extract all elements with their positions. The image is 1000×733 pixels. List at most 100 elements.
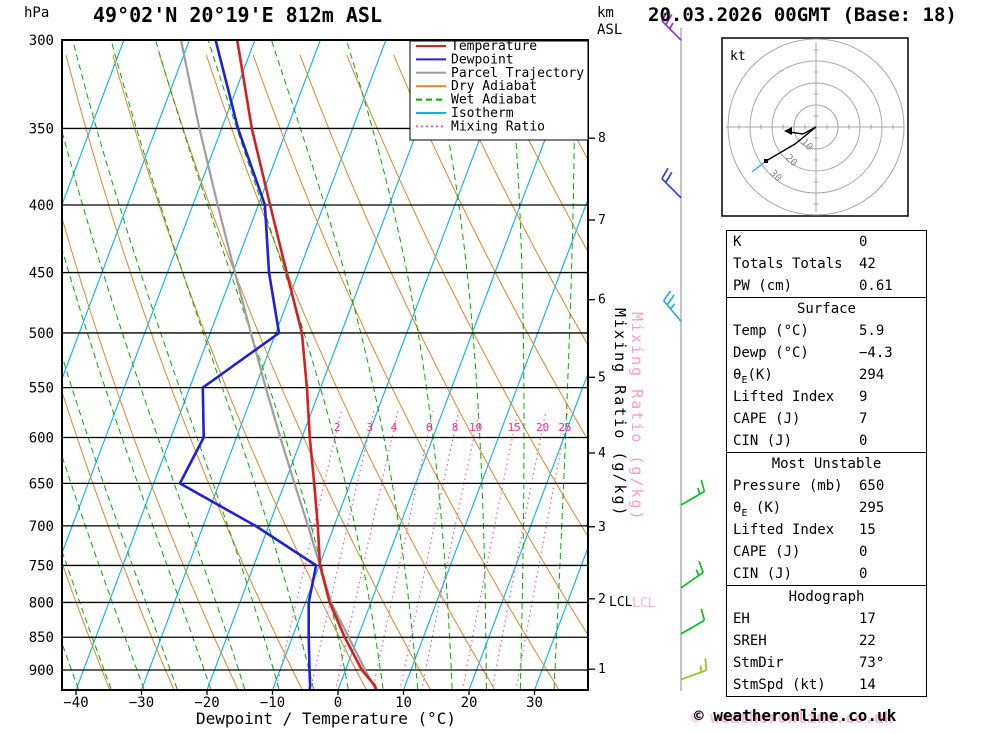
wind-barb bbox=[662, 290, 682, 322]
stat-value: 5.9 bbox=[859, 323, 885, 339]
stat-value: 294 bbox=[859, 367, 885, 383]
wind-barb bbox=[680, 479, 706, 506]
legend-label: Temperature bbox=[451, 39, 537, 54]
legend-label: Wet Adiabat bbox=[451, 93, 537, 108]
mixing-ratio-axis-label-watermark: Mixing Ratio (g/kg) bbox=[628, 312, 646, 522]
pressure-tick-label: 600 bbox=[29, 430, 54, 446]
svg-text:15: 15 bbox=[508, 421, 521, 434]
stat-value: 17 bbox=[859, 611, 876, 627]
svg-text:2: 2 bbox=[334, 421, 341, 434]
stat-row: Pressure (mb) 650 bbox=[727, 475, 926, 497]
copyright-text: © weatheronline.co.uk bbox=[694, 706, 897, 725]
stat-value: −4.3 bbox=[859, 345, 893, 361]
altitude-tick-label: 5 bbox=[598, 370, 606, 385]
mixing-ratio-axis-label: Mixing Ratio (g/kg) bbox=[611, 308, 629, 518]
wind-barb bbox=[680, 560, 704, 589]
pressure-tick-label: 550 bbox=[29, 381, 54, 397]
hodograph-trace-upper bbox=[751, 160, 767, 173]
storm-motion-arrow bbox=[784, 127, 792, 135]
temperature-tick-label: 30 bbox=[526, 695, 543, 711]
stat-label: Pressure (mb) bbox=[733, 478, 843, 494]
stat-row: θE (K) 295 bbox=[727, 497, 926, 519]
svg-text:10: 10 bbox=[469, 421, 482, 434]
stat-value: 0.61 bbox=[859, 278, 893, 294]
most-unstable-table: Most Unstable Pressure (mb) 650 θE (K) 295 Li… bbox=[726, 452, 927, 586]
wind-barb bbox=[661, 10, 682, 41]
svg-text:4: 4 bbox=[391, 421, 398, 434]
stat-value: 73° bbox=[859, 655, 885, 671]
hodograph-table: Hodograph EH 17 SREH 22 StmDir 73° StmSpd (kt) 1… bbox=[726, 585, 927, 697]
stat-value: 0 bbox=[859, 544, 868, 560]
altitude-datum-label: ASL bbox=[597, 22, 623, 38]
table-section-header: Hodograph bbox=[788, 589, 865, 605]
stat-label: Lifted Index bbox=[733, 389, 835, 405]
pressure-tick-label: 400 bbox=[29, 198, 54, 214]
pressure-tick-label: 800 bbox=[29, 595, 54, 611]
legend-label: Dewpoint bbox=[451, 52, 514, 67]
stat-value: 0 bbox=[859, 433, 868, 449]
stat-row: Lifted Index 15 bbox=[727, 519, 926, 541]
temperature-tick-label: −10 bbox=[260, 695, 285, 711]
indices-table: K 0 Totals Totals 42 PW (cm) 0.61 bbox=[726, 230, 927, 298]
pressure-tick-label: 850 bbox=[29, 630, 54, 646]
svg-text:6: 6 bbox=[426, 421, 433, 434]
wind-barb bbox=[661, 167, 682, 199]
stats-tables: K 0 Totals Totals 42 PW (cm) 0.61 Surface Temp … bbox=[726, 230, 927, 697]
stat-value: 295 bbox=[859, 500, 885, 516]
hodograph-trace-marker bbox=[764, 159, 768, 163]
stat-label: SREH bbox=[733, 633, 767, 649]
wind-barb bbox=[680, 608, 706, 635]
table-section-header: Most Unstable bbox=[771, 456, 882, 472]
altitude-tick-label: 1 bbox=[598, 662, 606, 677]
stat-label: StmSpd (kt) bbox=[733, 677, 826, 693]
stat-row: CIN (J) 0 bbox=[727, 563, 926, 585]
stat-row: CIN (J) 0 bbox=[727, 430, 926, 452]
stat-label: CAPE (J) bbox=[733, 411, 801, 427]
stat-value: 650 bbox=[859, 478, 885, 494]
legend-label: Isotherm bbox=[451, 106, 514, 121]
pressure-tick-label: 300 bbox=[29, 33, 54, 49]
datetime-title: 20.03.2026 00GMT (Base: 18) bbox=[648, 4, 957, 26]
lcl-marker-label: LCL bbox=[609, 595, 633, 610]
mixing-ratio-value-labels: 2 3 4 6 8 10 15 20 25 bbox=[334, 421, 572, 434]
stat-row: EH 17 bbox=[727, 608, 926, 630]
pressure-tick-label: 350 bbox=[29, 121, 54, 137]
pressure-tick-label: 750 bbox=[29, 558, 54, 574]
temperature-axis-title: Dewpoint / Temperature (°C) bbox=[195, 709, 457, 728]
stat-row: CAPE (J) 7 bbox=[727, 408, 926, 430]
altitude-tick-label: 4 bbox=[598, 446, 606, 461]
altitude-unit-label: km bbox=[597, 5, 614, 21]
svg-text:25: 25 bbox=[558, 421, 571, 434]
pressure-tick-label: 500 bbox=[29, 326, 54, 342]
stat-value: 0 bbox=[859, 234, 868, 250]
stat-value: 9 bbox=[859, 389, 868, 405]
stat-label: PW (cm) bbox=[733, 278, 793, 294]
svg-text:20: 20 bbox=[536, 421, 549, 434]
dewpoint-curve bbox=[178, 40, 318, 690]
stat-label: θE(K) bbox=[733, 367, 773, 386]
stat-value: 42 bbox=[859, 256, 876, 272]
temperature-tick-label: −40 bbox=[63, 695, 88, 711]
hodograph-trace-main bbox=[788, 126, 817, 135]
svg-text:8: 8 bbox=[452, 421, 459, 434]
stat-label: CIN (J) bbox=[733, 433, 793, 449]
stat-label: EH bbox=[733, 611, 750, 627]
sounding-curves bbox=[178, 40, 378, 690]
stat-row: Dewp (°C) −4.3 bbox=[727, 342, 926, 364]
altitude-tick-label: 7 bbox=[598, 213, 606, 228]
stat-value: 0 bbox=[859, 566, 868, 582]
altitude-tick-label: 8 bbox=[598, 131, 606, 146]
mixing-ratio-layer bbox=[275, 410, 569, 690]
parcel-trajectory-curve bbox=[179, 40, 378, 690]
legend-label: Mixing Ratio bbox=[451, 119, 545, 134]
surface-table: Surface Temp (°C) 5.9 Dewp (°C) −4.3 θE(K) 294… bbox=[726, 297, 927, 453]
stat-value: 14 bbox=[859, 677, 876, 693]
wind-barb-column bbox=[661, 10, 708, 691]
stat-label: Totals Totals bbox=[733, 256, 843, 272]
stat-row: PW (cm) 0.61 bbox=[727, 275, 926, 297]
pressure-unit-label: hPa bbox=[24, 5, 50, 21]
stat-label: StmDir bbox=[733, 655, 784, 671]
